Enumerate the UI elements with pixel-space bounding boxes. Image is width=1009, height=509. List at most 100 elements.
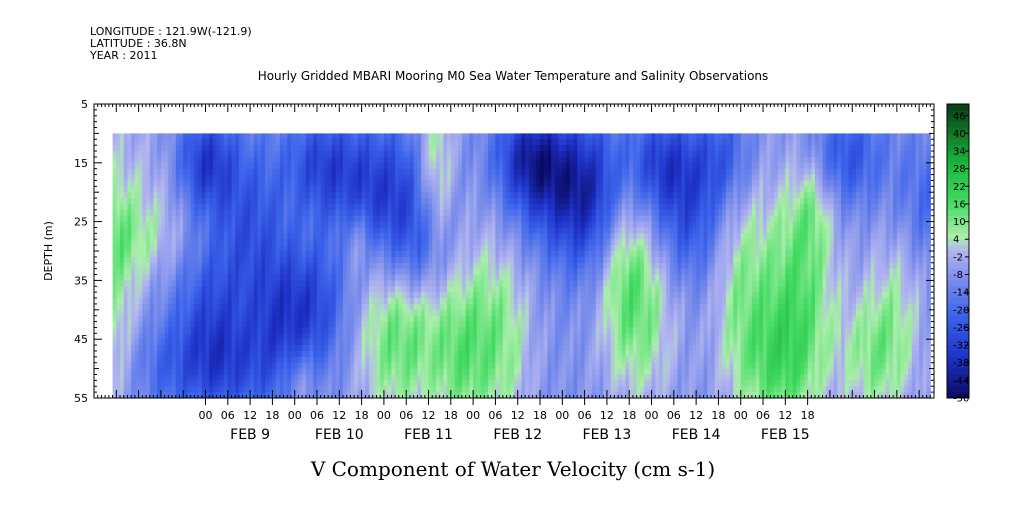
heatmap-cell — [369, 133, 374, 140]
heatmap-cell — [253, 209, 259, 217]
heatmap-cell — [198, 239, 203, 246]
heatmap-cell — [175, 233, 181, 240]
heatmap-cell — [361, 280, 366, 287]
heatmap-cell — [149, 333, 155, 340]
heatmap-cell — [476, 203, 482, 211]
heatmap-cell — [257, 256, 262, 264]
heatmap-cell — [250, 262, 255, 270]
heatmap-cell — [224, 262, 229, 270]
heatmap-cell — [521, 286, 526, 293]
heatmap-cell — [253, 262, 259, 270]
heatmap-cell — [499, 303, 504, 311]
heatmap-cell — [116, 380, 121, 387]
heatmap-cell — [417, 362, 422, 370]
heatmap-cell — [357, 315, 363, 323]
heatmap-cell — [268, 251, 274, 258]
heatmap-cell — [138, 286, 143, 293]
heatmap-cell — [298, 186, 303, 193]
heatmap-cell — [517, 309, 523, 317]
heatmap-cell — [235, 345, 240, 352]
heatmap-cell — [313, 233, 318, 240]
heatmap-cell — [406, 192, 411, 199]
heatmap-cell — [283, 174, 288, 182]
heatmap-cell — [454, 286, 459, 293]
heatmap-cell — [328, 286, 333, 293]
heatmap-cell — [216, 209, 221, 217]
heatmap-cell — [376, 233, 381, 240]
heatmap-cell — [272, 151, 277, 158]
heatmap-cell — [268, 374, 274, 381]
heatmap-cell — [112, 286, 117, 293]
heatmap-cell — [480, 262, 485, 270]
heatmap-cell — [473, 315, 478, 323]
heatmap-cell — [157, 339, 162, 346]
heatmap-cell — [514, 221, 519, 229]
heatmap-cell — [153, 198, 158, 205]
heatmap-cell — [476, 156, 482, 164]
heatmap-cell — [131, 374, 136, 381]
heatmap-cell — [432, 356, 437, 364]
heatmap-cell — [369, 350, 374, 358]
heatmap-cell — [357, 221, 363, 229]
heatmap-cell — [242, 309, 247, 317]
heatmap-cell — [443, 274, 448, 281]
heatmap-cell — [272, 356, 277, 364]
heatmap-cell — [112, 333, 117, 340]
heatmap-cell — [514, 168, 519, 176]
heatmap-cell — [242, 374, 247, 381]
heatmap-cell — [465, 168, 470, 176]
heatmap-cell — [521, 356, 526, 364]
heatmap-cell — [350, 168, 355, 176]
heatmap-cell — [465, 350, 470, 358]
heatmap-cell — [279, 209, 285, 217]
heatmap-cell — [450, 374, 456, 381]
heatmap-cell — [391, 286, 396, 293]
heatmap-cell — [235, 350, 240, 358]
heatmap-cell — [424, 392, 430, 399]
heatmap-cell — [365, 215, 370, 223]
heatmap-cell — [421, 245, 426, 252]
heatmap-cell — [354, 292, 359, 299]
heatmap-cell — [227, 303, 233, 311]
heatmap-cell — [354, 239, 359, 246]
heatmap-cell — [435, 368, 441, 376]
heatmap-cell — [246, 315, 251, 323]
heatmap-cell — [305, 262, 311, 270]
heatmap-cell — [201, 274, 207, 281]
heatmap-cell — [369, 292, 374, 299]
heatmap-cell — [383, 186, 389, 193]
heatmap-cell — [294, 345, 300, 352]
heatmap-cell — [428, 309, 433, 317]
heatmap-cell — [402, 180, 407, 187]
heatmap-cell — [242, 315, 247, 323]
heatmap-cell — [224, 251, 229, 258]
heatmap-cell — [380, 162, 385, 170]
heatmap-cell — [409, 192, 415, 199]
heatmap-cell — [313, 380, 318, 387]
heatmap-cell — [317, 327, 322, 334]
heatmap-cell — [313, 180, 318, 187]
heatmap-cell — [264, 233, 270, 240]
heatmap-cell — [172, 327, 177, 334]
heatmap-cell — [491, 315, 497, 323]
heatmap-cell — [328, 215, 333, 223]
heatmap-cell — [209, 321, 214, 329]
heatmap-cell — [123, 345, 129, 352]
heatmap-cell — [302, 198, 307, 205]
heatmap-cell — [447, 209, 452, 217]
heatmap-cell — [395, 174, 400, 182]
heatmap-cell — [383, 174, 389, 182]
heatmap-cell — [402, 380, 407, 387]
heatmap-cell — [328, 198, 333, 205]
heatmap-cell — [235, 251, 240, 258]
heatmap-cell — [123, 209, 129, 217]
heatmap-cell — [298, 198, 303, 205]
heatmap-cell — [357, 327, 363, 334]
heatmap-cell — [112, 274, 117, 281]
heatmap-cell — [395, 286, 400, 293]
heatmap-cell — [212, 133, 218, 140]
heatmap-cell — [179, 292, 184, 299]
heatmap-cell — [432, 186, 437, 193]
heatmap-cell — [461, 233, 467, 240]
